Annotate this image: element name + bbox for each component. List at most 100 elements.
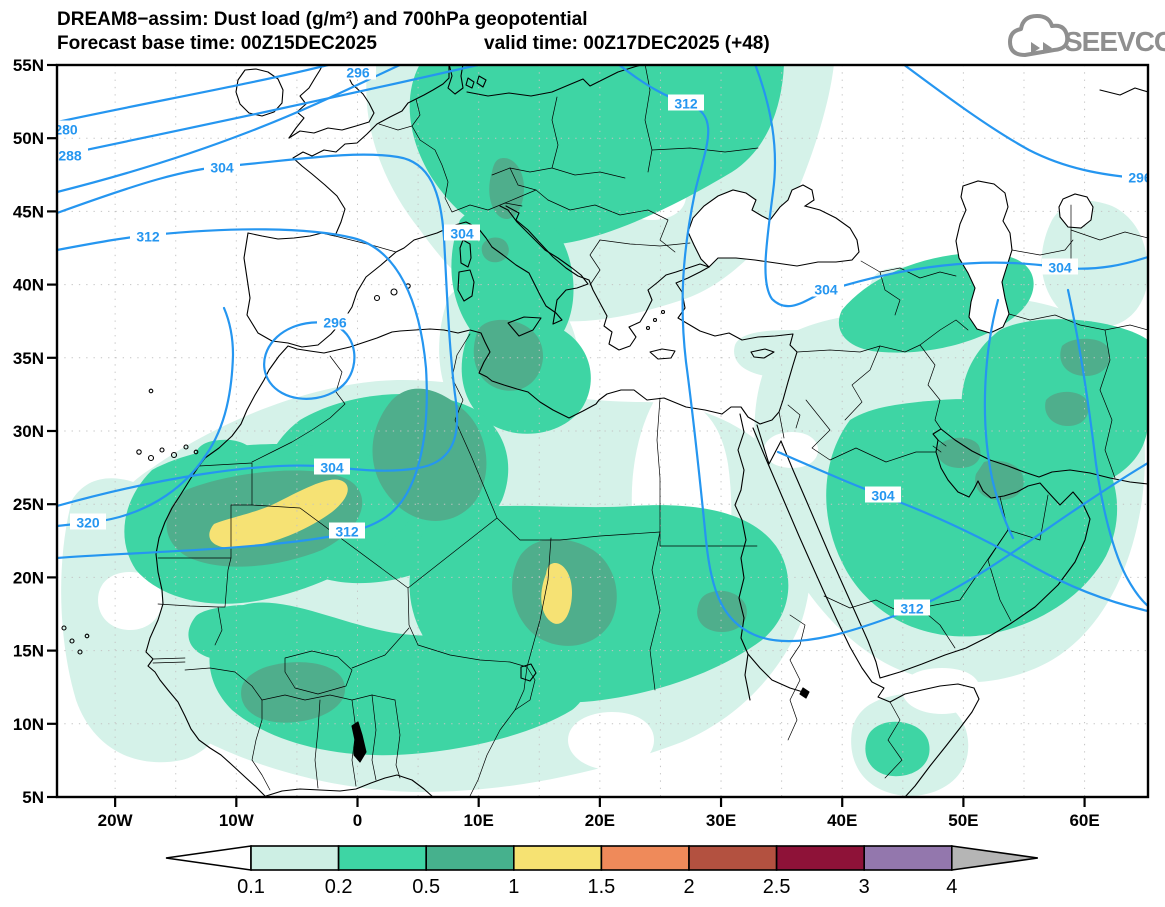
colorbar-value-label: 3 <box>859 876 870 898</box>
contour-label-halo <box>340 65 376 80</box>
contour-label-halo <box>130 227 166 244</box>
seevccc-logo: SEEVCCC <box>1008 14 1165 57</box>
x-axis-label: 20E <box>585 811 615 830</box>
valid-time: valid time: 00Z17DEC2025 (+48) <box>484 33 770 54</box>
y-axis-label: 55N <box>13 56 44 75</box>
contour-312-west <box>57 228 428 560</box>
contour-label: 312 <box>335 524 359 540</box>
aral-sea <box>1058 193 1094 229</box>
contour-312-east <box>617 65 1148 643</box>
contour-label-halo <box>1122 168 1148 185</box>
colorbar-value-label: 4 <box>946 876 957 898</box>
contour-label: 320 <box>76 515 100 531</box>
contour-label-halo <box>329 522 365 539</box>
contour-label-halo <box>1042 258 1078 275</box>
colorbar-cell <box>337 845 428 871</box>
colorbar-cell <box>775 845 865 871</box>
colorbar-cell <box>250 845 340 871</box>
map-title: DREAM8−assim: Dust load (g/m²) and 700hP… <box>57 9 588 30</box>
contour-label: 312 <box>674 96 698 112</box>
y-axis-label: 30N <box>13 422 44 441</box>
x-axis-label: 40E <box>827 811 857 830</box>
logo-text: SEEVCCC <box>1064 26 1165 57</box>
x-axis-label: 20W <box>98 811 134 830</box>
colorbar-cell <box>512 845 603 871</box>
contour-304-gulf <box>776 450 1148 613</box>
contour-label: 312 <box>136 229 160 245</box>
contour-branch-b <box>1066 288 1148 608</box>
contour-label-halo <box>808 280 844 297</box>
contour-label: 304 <box>450 226 474 242</box>
colorbar-value-label: 2 <box>683 876 694 898</box>
colorbar-value-label: 2.5 <box>763 876 791 898</box>
contour-label: 296 <box>346 65 370 81</box>
contour-296-spain <box>263 321 356 400</box>
y-axis-label: 45N <box>13 202 44 221</box>
contour-label: 288 <box>58 148 82 164</box>
x-axis-label: 50E <box>948 811 978 830</box>
x-axis-label: 60E <box>1069 811 1099 830</box>
contour-label-halo <box>444 224 480 241</box>
seas <box>687 180 1094 334</box>
colorbar-above-arrow <box>950 845 1038 871</box>
y-axis-labels: 55N 50N 45N 40N 35N 30N 25N 20N 15N 10N 5N <box>13 56 44 807</box>
contour-label-halo <box>70 513 106 530</box>
y-axis-label: 20N <box>13 568 44 587</box>
contour-label: 304 <box>320 460 344 476</box>
contour-label: 304 <box>210 160 234 176</box>
x-axis-labels: 20W 10W 0 10E 20E 30E 40E 50E 60E <box>98 811 1100 830</box>
contour-label-halo <box>668 94 704 111</box>
y-axis-label: 25N <box>13 495 44 514</box>
contour-label-halo <box>57 146 88 163</box>
colorbar-cell <box>688 845 778 871</box>
forecast-base-time: Forecast base time: 00Z15DEC2025 <box>57 33 377 54</box>
colorbar-value-label: 0.5 <box>412 876 440 898</box>
contour-label-halo <box>57 120 84 137</box>
y-axis-label: 15N <box>13 642 44 661</box>
y-axis-label: 50N <box>13 129 44 148</box>
contour-label-halo <box>317 313 353 330</box>
contour-labels: 280 288 296 304 312 296 304 312 296 304 304 320 304 3… <box>54 65 1152 617</box>
contour-label: 312 <box>900 601 924 617</box>
contour-label: 304 <box>871 488 895 504</box>
caspian-sea <box>955 180 1013 334</box>
x-axis-label: 0 <box>353 811 362 830</box>
colorbar-below-arrow <box>165 845 252 871</box>
contour-label-halo <box>894 599 930 616</box>
contour-296-east <box>902 65 1148 181</box>
y-axis-label: 35N <box>13 349 44 368</box>
contour-label: 280 <box>54 122 78 138</box>
colorbar-value-label: 0.1 <box>237 876 265 898</box>
contour-label: 296 <box>1128 170 1152 186</box>
dust-shading-level-1 <box>209 479 572 624</box>
y-axis-label: 5N <box>22 788 44 807</box>
y-axis-label: 40N <box>13 276 44 295</box>
x-axis-label: 30E <box>706 811 736 830</box>
contour-label-halo <box>314 458 350 475</box>
contour-label-halo <box>204 158 240 175</box>
contour-280 <box>57 65 333 124</box>
colorbar-cell <box>600 845 690 871</box>
colorbar-value-label: 0.2 <box>325 876 353 898</box>
colorbar-value-label: 1 <box>508 876 519 898</box>
x-axis-label: 10E <box>464 811 494 830</box>
contour-label: 296 <box>323 315 347 331</box>
y-axis-label: 10N <box>13 715 44 734</box>
graticule-grid <box>57 65 1148 797</box>
colorbar-legend: 0.1 0.2 0.5 1 1.5 2 2.5 3 4 <box>165 845 1038 898</box>
contour-label: 304 <box>1048 260 1072 276</box>
colorbar-cell <box>863 845 953 871</box>
contour-branch-a <box>983 298 1015 540</box>
contour-288 <box>57 65 483 158</box>
axis-ticks <box>47 63 1086 807</box>
country-borders <box>152 65 1148 797</box>
colorbar-cell <box>425 845 515 871</box>
cloud-icon <box>1008 14 1070 57</box>
contour-label: 304 <box>814 282 838 298</box>
cloud-arrows-icon <box>1031 42 1052 54</box>
colorbar-value-label: 1.5 <box>587 876 615 898</box>
x-axis-label: 10W <box>219 811 255 830</box>
contour-label-halo <box>865 486 901 503</box>
